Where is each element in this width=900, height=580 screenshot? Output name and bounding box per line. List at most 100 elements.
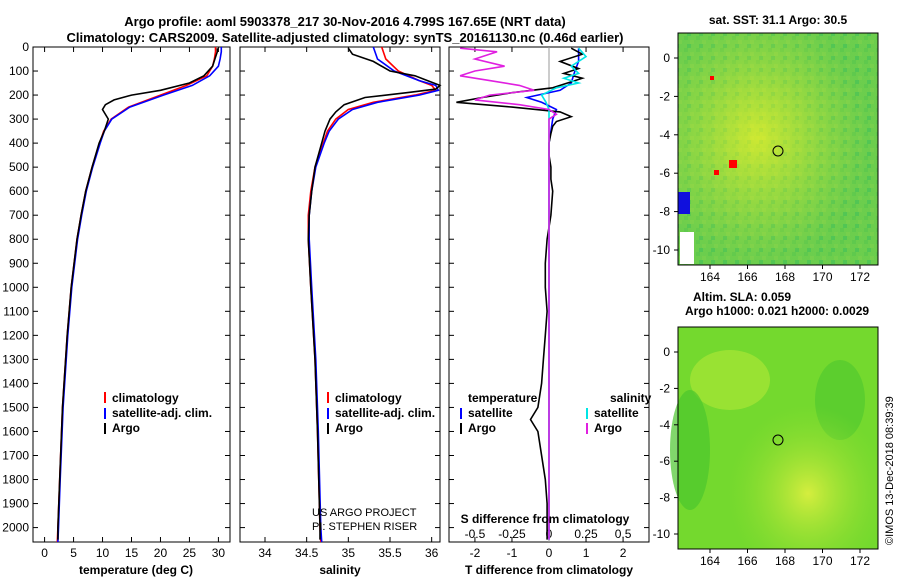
sst-map-shading xyxy=(678,33,878,265)
sla-map-axes: 0 -2 -4 -6 -8 -10 164 166 168 170 172 xyxy=(653,345,871,568)
map-y-tick-label: -2 xyxy=(659,89,670,103)
legend-argo-label: Argo xyxy=(112,421,140,435)
x-tick-label: 1 xyxy=(583,546,590,560)
x-tick-label: 15 xyxy=(125,546,139,560)
map-y-tick-label: -10 xyxy=(653,527,671,541)
sst-hot-pixel xyxy=(729,160,737,168)
x-tick-label: 30 xyxy=(212,546,226,560)
imos-stamp: ©IMOS 13-Dec-2018 08:39:39 xyxy=(884,396,896,545)
s-difference-label: S difference from climatology xyxy=(461,512,630,526)
legend-climatology-label: climatology xyxy=(112,391,179,405)
x-tick-label: 20 xyxy=(154,546,168,560)
temperature-panel-frame xyxy=(32,46,231,543)
legend-s-satellite-label: satellite xyxy=(594,406,639,420)
x-tick-label: 5 xyxy=(70,546,77,560)
t-satellite-line xyxy=(523,48,580,540)
map-x-tick-label: 168 xyxy=(775,554,795,568)
x-tick-label: 2 xyxy=(620,546,627,560)
argo-float-marker xyxy=(772,145,784,157)
map-x-tick-label: 170 xyxy=(812,554,832,568)
depth-tick-label: 2000 xyxy=(2,521,29,535)
climatology-line xyxy=(307,46,438,543)
x-tick-label: 25 xyxy=(183,546,197,560)
map-y-tick-label: -4 xyxy=(659,418,670,432)
depth-tick-label: 1100 xyxy=(3,304,29,318)
pi-annotation: PI: STEPHEN RISER xyxy=(312,521,417,533)
depth-tick-label: 400 xyxy=(9,136,29,150)
map-x-tick-label: 166 xyxy=(737,270,757,284)
sla-highlight xyxy=(678,327,878,549)
depth-tick-label: 1200 xyxy=(2,328,29,342)
depth-tick-label: 1600 xyxy=(2,424,29,438)
argo-float-marker xyxy=(772,434,784,446)
depth-tick-label: 1500 xyxy=(2,400,29,414)
x-tick-label: 34.5 xyxy=(295,546,319,560)
depth-tick-label: 1700 xyxy=(2,448,29,462)
map-y-tick-label: -8 xyxy=(659,205,670,219)
legend-t-argo-label: Argo xyxy=(468,421,496,435)
legend-salinity-header: salinity xyxy=(610,391,652,405)
legend-s-argo-label: Argo xyxy=(594,421,622,435)
sst-missing-data xyxy=(680,232,694,264)
depth-axis: 0 100 200 300 400 500 600 700 800 900 1000 1100 1200… xyxy=(2,40,649,535)
sst-map-frame xyxy=(677,32,879,266)
legend-t-satellite-label: satellite xyxy=(468,406,513,420)
argo-line xyxy=(57,48,219,540)
map-y-tick-label: -4 xyxy=(659,128,670,142)
sst-land-mask xyxy=(678,192,690,214)
map-x-tick-label: 164 xyxy=(700,270,720,284)
s-tick-label: -0.25 xyxy=(498,527,526,541)
sla-map-title1: Altim. SLA: 0.059 xyxy=(693,290,791,304)
header-line2: Climatology: CARS2009. Satellite-adjuste… xyxy=(66,30,623,45)
salinity-legend: climatology satellite-adj. clim. Argo xyxy=(327,391,435,435)
s-tick-label: 0.25 xyxy=(574,527,598,541)
legend-satellite-label: satellite-adj. clim. xyxy=(112,406,212,420)
difference-legend: temperature salinity satellite Argo sate… xyxy=(460,391,652,435)
depth-tick-label: 1300 xyxy=(2,352,29,366)
difference-xlabel: T difference from climatology xyxy=(465,563,633,577)
map-x-tick-label: 170 xyxy=(812,270,832,284)
project-annotation: US ARGO PROJECT xyxy=(312,507,417,519)
map-y-tick-label: -8 xyxy=(659,491,670,505)
x-tick-label: 36 xyxy=(425,546,439,560)
depth-tick-label: 1000 xyxy=(2,280,29,294)
sst-hot-pixel xyxy=(710,76,714,80)
satellite-adj-clim--line xyxy=(308,46,440,543)
sla-map xyxy=(670,326,879,550)
map-y-tick-label: 0 xyxy=(663,345,670,359)
legend-climatology-label: climatology xyxy=(335,391,402,405)
map-y-tick-label: 0 xyxy=(663,51,670,65)
map-x-tick-label: 166 xyxy=(737,554,757,568)
sst-map-axes: 0 -2 -4 -6 -8 -10 164 166 168 170 172 xyxy=(653,51,871,284)
depth-tick-label: 600 xyxy=(9,184,29,198)
climatology-line xyxy=(56,47,217,543)
difference-plot: -2 -1 0 1 2-0.5 -0.25 0 0.25 0.5 xyxy=(456,47,632,560)
depth-tick-label: 1900 xyxy=(2,497,29,511)
x-tick-label: -1 xyxy=(507,546,518,560)
temperature-legend: climatology satellite-adj. clim. Argo xyxy=(104,391,212,435)
x-tick-label: 34 xyxy=(258,546,272,560)
sla-map-frame xyxy=(677,326,879,550)
map-x-tick-label: 168 xyxy=(775,270,795,284)
x-tick-label: 10 xyxy=(96,546,110,560)
depth-tick-label: 800 xyxy=(9,232,29,246)
depth-tick-label: 0 xyxy=(22,40,29,54)
s-tick-label: -0.5 xyxy=(465,527,486,541)
map-y-tick-label: -10 xyxy=(653,243,671,257)
depth-tick-label: 1400 xyxy=(2,376,29,390)
x-tick-label: 0 xyxy=(546,546,553,560)
satellite-adj-clim--line xyxy=(57,47,223,543)
depth-tick-label: 500 xyxy=(9,160,29,174)
map-y-tick-label: -6 xyxy=(659,454,670,468)
s-tick-label: 0.5 xyxy=(615,527,632,541)
header-line1: Argo profile: aoml 5903378_217 30-Nov-20… xyxy=(124,14,566,29)
sst-map-title: sat. SST: 31.1 Argo: 30.5 xyxy=(709,13,848,27)
map-y-tick-label: -2 xyxy=(659,381,670,395)
x-tick-label: -2 xyxy=(470,546,481,560)
legend-satellite-label: satellite-adj. clim. xyxy=(335,406,435,420)
depth-tick-label: 300 xyxy=(9,112,29,126)
s-argo-line xyxy=(459,47,558,540)
t-argo-line xyxy=(456,47,586,540)
map-x-tick-label: 164 xyxy=(700,554,720,568)
